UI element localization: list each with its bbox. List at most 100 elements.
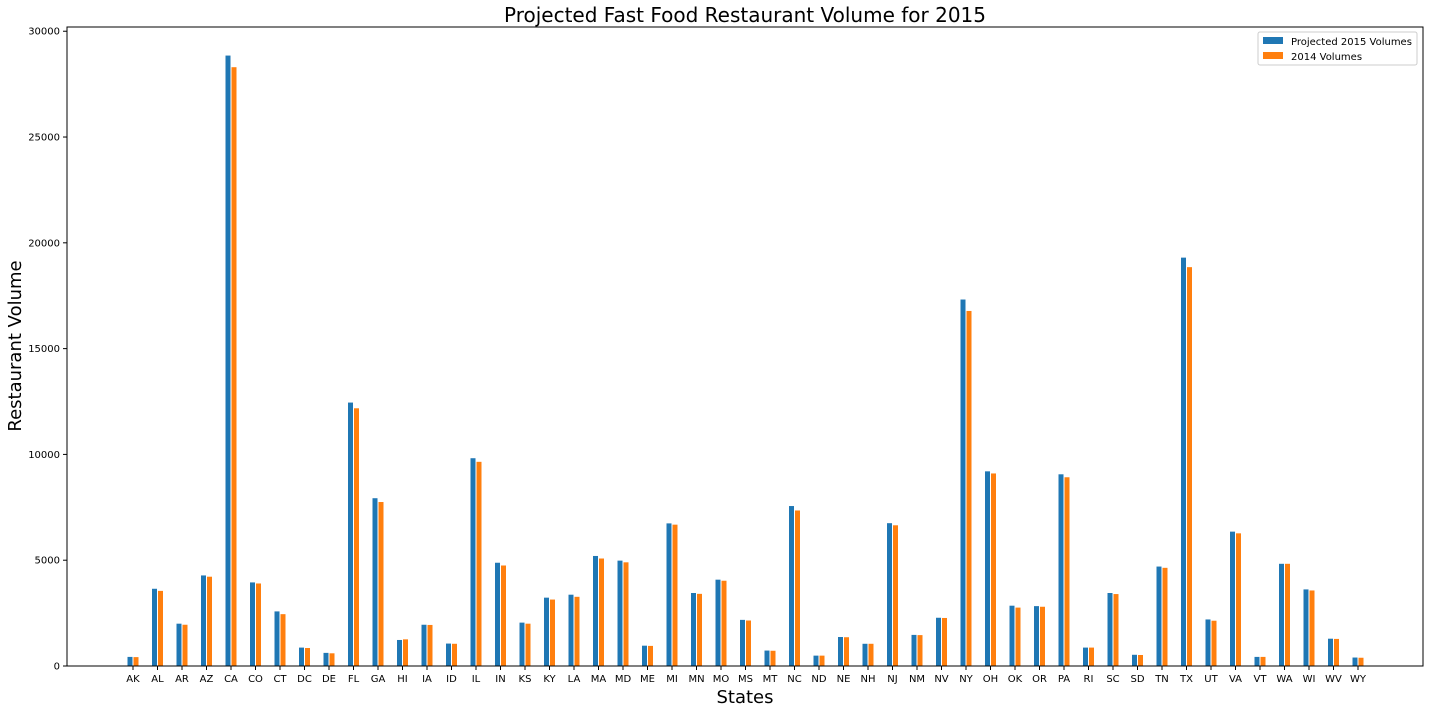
bar-projected-2015-pa	[1058, 474, 1064, 666]
x-tick-label-in: IN	[495, 674, 505, 685]
bar-projected-2015-nd	[813, 655, 819, 666]
bar-2014-ca	[231, 67, 237, 667]
bar-2014-ar	[182, 624, 188, 666]
bar-2014-wy	[1358, 657, 1364, 666]
x-tick-label-ok: OK	[1008, 674, 1023, 685]
bar-2014-sd	[1138, 654, 1143, 666]
bar-projected-2015-az	[201, 575, 206, 666]
x-tick-label-la: LA	[568, 674, 581, 685]
bar-projected-2015-vt	[1254, 656, 1260, 666]
x-axis-label: States	[716, 687, 773, 708]
bar-2014-ma	[599, 558, 604, 666]
bar-2014-va	[1236, 533, 1241, 666]
x-tick-label-oh: OH	[983, 674, 998, 685]
bar-projected-2015-oh	[985, 471, 990, 666]
bar-2014-wv	[1334, 638, 1339, 666]
y-tick-label-30000: 30000	[28, 27, 60, 38]
x-tick-label-md: MD	[615, 674, 632, 685]
bar-2014-or	[1040, 606, 1045, 666]
chart-title: Projected Fast Food Restaurant Volume fo…	[504, 3, 986, 27]
x-tick-label-co: CO	[248, 674, 263, 685]
x-tick-label-wi: WI	[1303, 674, 1316, 685]
x-tick-label-ky: KY	[543, 674, 556, 685]
bar-2014-al	[158, 590, 163, 666]
bar-2014-nd	[819, 655, 825, 666]
bar-projected-2015-fl	[348, 402, 353, 666]
bar-projected-2015-ar	[176, 623, 182, 666]
bar-projected-2015-va	[1230, 531, 1235, 666]
bar-projected-2015-or	[1034, 606, 1039, 666]
x-tick-label-hi: HI	[397, 674, 407, 685]
bar-2014-mi	[672, 524, 678, 666]
bar-projected-2015-ms	[740, 619, 745, 666]
plot-frame	[66, 26, 1424, 667]
bar-projected-2015-tn	[1156, 566, 1162, 666]
bar-projected-2015-ca	[225, 55, 231, 666]
bar-2014-me	[648, 645, 653, 666]
bar-projected-2015-il	[470, 458, 476, 666]
y-tick-label-5000: 5000	[35, 556, 60, 567]
bar-2014-mt	[770, 650, 776, 666]
bar-2014-dc	[305, 648, 310, 666]
bar-projected-2015-ga	[372, 498, 378, 666]
y-tick-label-25000: 25000	[28, 133, 60, 144]
bar-2014-az	[207, 576, 212, 666]
x-tick-label-sd: SD	[1130, 674, 1144, 685]
y-tick-label-15000: 15000	[28, 344, 60, 355]
legend-box	[1257, 31, 1418, 66]
bar-projected-2015-nc	[789, 506, 794, 666]
bar-2014-wa	[1285, 563, 1290, 666]
bar-2014-ut	[1211, 620, 1217, 666]
bar-projected-2015-nh	[862, 643, 868, 666]
bar-projected-2015-de	[323, 652, 329, 666]
x-tick-label-nh: NH	[861, 674, 876, 685]
bar-2014-ne	[844, 637, 849, 666]
x-tick-label-nd: ND	[811, 674, 826, 685]
bar-2014-id	[452, 643, 457, 666]
bar-2014-mo	[721, 580, 727, 666]
x-tick-label-ut: UT	[1204, 674, 1218, 685]
legend-label-projected-2015: Projected 2015 Volumes	[1291, 37, 1412, 48]
bar-2014-ct	[280, 614, 286, 666]
x-tick-label-de: DE	[322, 674, 336, 685]
x-tick-label-ne: NE	[837, 674, 851, 685]
bar-projected-2015-ia	[421, 624, 427, 666]
x-tick-label-ar: AR	[175, 674, 189, 685]
x-tick-label-vt: VT	[1254, 674, 1268, 685]
bar-2014-tn	[1162, 567, 1168, 666]
bar-2014-ri	[1089, 647, 1094, 666]
bar-projected-2015-ny	[960, 299, 966, 666]
bar-2014-la	[574, 596, 580, 666]
bar-2014-pa	[1064, 477, 1070, 666]
x-tick-label-ms: MS	[738, 674, 753, 685]
x-tick-label-ca: CA	[224, 674, 238, 685]
y-tick-label-0: 0	[54, 662, 60, 673]
bar-projected-2015-mt	[764, 650, 770, 666]
bar-projected-2015-nv	[936, 617, 941, 666]
bar-2014-ny	[966, 310, 972, 666]
x-tick-label-al: AL	[151, 674, 164, 685]
x-tick-label-tn: TN	[1154, 674, 1169, 685]
bars-group	[127, 55, 1364, 667]
bar-projected-2015-nj	[887, 523, 892, 666]
bar-projected-2015-ak	[127, 656, 133, 666]
x-tick-label-il: IL	[472, 674, 481, 685]
bar-2014-hi	[403, 639, 408, 666]
bar-2014-mn	[697, 593, 702, 666]
bar-projected-2015-dc	[299, 647, 304, 666]
x-tick-label-fl: FL	[348, 674, 360, 685]
legend-swatch-2014	[1263, 52, 1283, 59]
x-tick-label-va: VA	[1229, 674, 1242, 685]
x-tick-label-mt: MT	[763, 674, 779, 685]
x-tick-label-nc: NC	[787, 674, 801, 685]
bar-2014-vt	[1260, 656, 1266, 666]
x-tick-label-nv: NV	[934, 674, 948, 685]
x-tick-label-wv: WV	[1325, 674, 1342, 685]
bar-projected-2015-hi	[397, 639, 402, 666]
x-tick-label-sc: SC	[1106, 674, 1119, 685]
bar-2014-sc	[1113, 594, 1119, 666]
bar-projected-2015-ne	[838, 637, 843, 666]
bar-2014-ms	[746, 620, 751, 666]
bar-2014-oh	[991, 473, 996, 666]
